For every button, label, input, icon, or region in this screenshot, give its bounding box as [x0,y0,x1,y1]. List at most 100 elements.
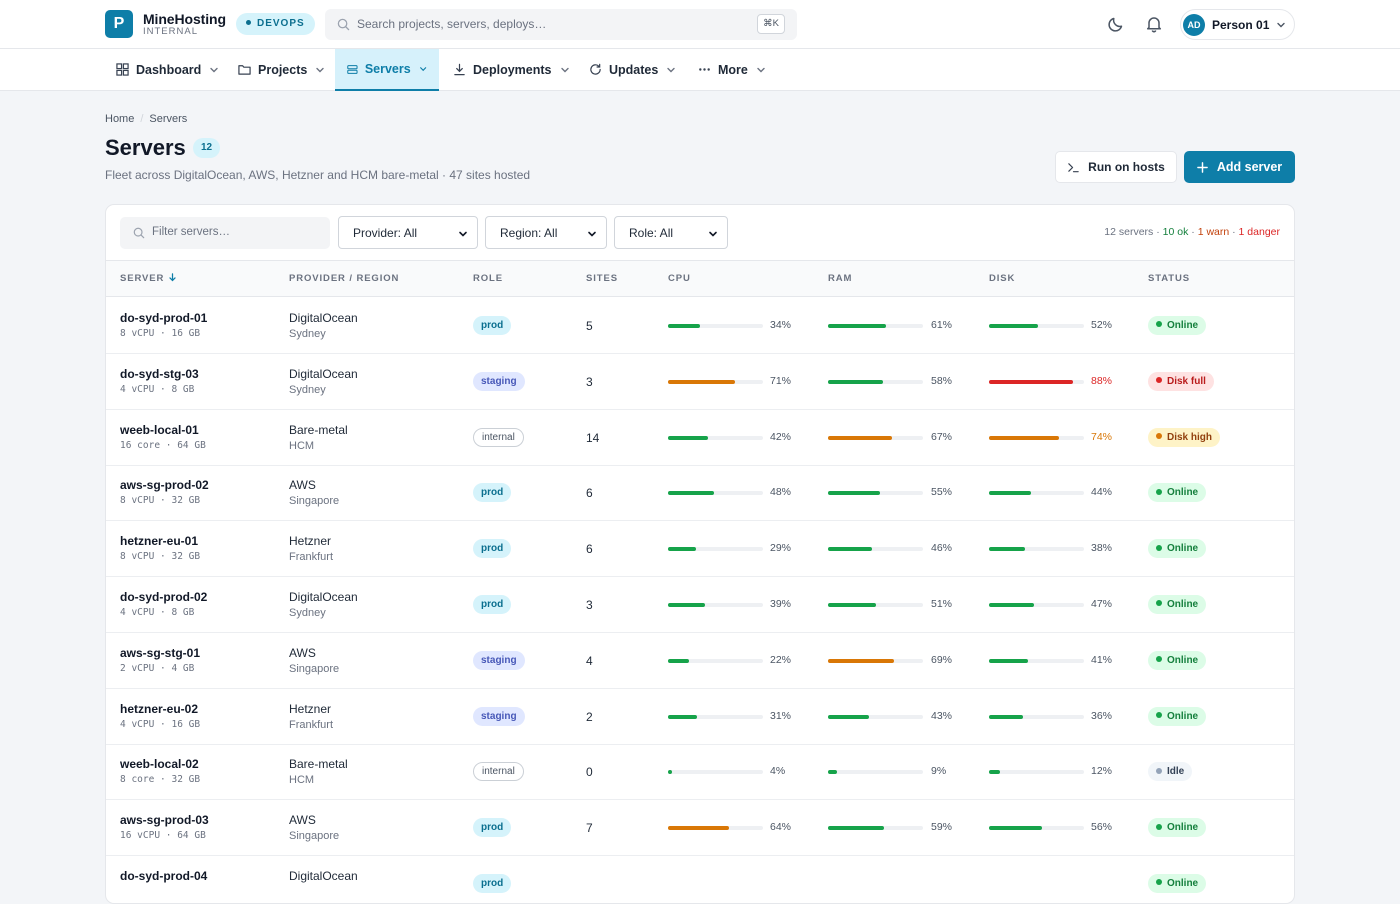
theme-toggle-button[interactable] [1106,14,1126,34]
server-name[interactable]: aws-sg-prod-03 [120,813,209,828]
ram-usage-percent: 61% [931,319,953,331]
server-name[interactable]: aws-sg-stg-01 [120,645,201,660]
provider-select-value: Provider: All [353,226,418,240]
cpu-usage-bar [668,770,763,775]
status-label: Online [1167,654,1199,666]
nav-more[interactable]: More [686,49,778,90]
ram-usage-bar [828,435,923,440]
role-badge: prod [473,539,512,559]
column-header-cpu[interactable]: CPU [668,273,691,284]
table-row[interactable]: aws-sg-prod-03 16 vCPU · 64 GB AWS Singapor… [106,800,1294,857]
ram-usage-percent: 46% [931,542,953,555]
user-menu[interactable]: AD Person 01 [1180,9,1295,40]
server-name[interactable]: do-syd-prod-02 [120,590,208,604]
table-row[interactable]: do-syd-prod-01 8 vCPU · 16 GB DigitalOcean… [106,298,1294,354]
table-row[interactable]: do-syd-prod-02 4 vCPU · 8 GB DigitalOcean S… [106,577,1294,633]
disk-usage-percent: 36% [1091,709,1113,722]
server-spec: 4 vCPU · 8 GB [120,607,195,618]
server-provider: DigitalOcean [289,590,358,604]
status-badge: Disk full [1148,371,1214,391]
disk-usage-percent: 41% [1091,653,1113,666]
server-provider: Hetzner [289,534,332,549]
disk-usage-bar [989,826,1084,831]
role-badge: prod [473,818,512,838]
column-header-status[interactable]: STATUS [1148,273,1190,284]
app-logo[interactable]: P [105,10,133,38]
cpu-usage-percent: 34% [770,319,792,331]
environment-badge: DEVOPS [236,13,315,35]
server-name[interactable]: aws-sg-prod-02 [120,478,209,493]
table-row[interactable]: weeb-local-01 16 core · 64 GB Bare-metal HC… [106,410,1294,466]
add-server-button[interactable]: Add server [1184,151,1295,183]
nav-deployments[interactable]: Deployments [441,49,582,90]
ram-usage-fill [828,435,892,440]
server-name[interactable]: weeb-local-02 [120,757,199,772]
sites-count: 7 [586,821,593,836]
disk-usage-fill [989,379,1073,384]
server-name[interactable]: hetzner-eu-01 [120,534,199,549]
nav-servers[interactable]: Servers [335,49,439,91]
cpu-usage-fill [668,324,701,328]
column-header-disk[interactable]: DISK [989,273,1016,284]
cpu-usage-bar [668,324,763,328]
status-dot-icon [246,19,251,25]
filter-servers-input[interactable]: Filter servers… [120,217,330,249]
global-search[interactable]: Search projects, servers, deploys… ⌘K [325,9,797,40]
server-region: Singapore [289,830,340,843]
server-name[interactable]: hetzner-eu-02 [120,701,199,716]
more-dots-icon [699,68,710,71]
region-select[interactable]: Region: All [485,216,607,249]
cpu-usage-percent: 22% [770,653,792,666]
disk-usage-fill [989,770,1001,775]
server-name[interactable]: do-syd-stg-03 [120,366,199,381]
server-provider: Hetzner [289,701,332,716]
cpu-usage-percent: 48% [770,486,792,499]
region-select-value: Region: All [500,226,558,240]
cpu-usage-percent: 4% [770,765,786,778]
nav-updates[interactable]: Updates [577,49,688,90]
server-spec: 8 core · 32 GB [120,774,201,786]
table-row[interactable]: do-syd-prod-04 DigitalOcean prod Online [106,856,1294,903]
table-row[interactable]: weeb-local-02 8 core · 32 GB Bare-metal HCM… [106,744,1294,801]
nav-label: Projects [258,62,308,77]
ram-usage-bar [828,324,923,328]
table-row[interactable]: aws-sg-stg-01 2 vCPU · 4 GB AWS Singapore st… [106,633,1294,689]
column-header-ram[interactable]: RAM [828,273,853,284]
role-select[interactable]: Role: All [614,216,728,249]
breadcrumb-home-link[interactable]: Home [105,113,135,125]
server-region: HCM [289,439,315,452]
table-row[interactable]: do-syd-stg-03 4 vCPU · 8 GB DigitalOcean Sy… [106,354,1294,410]
server-region: Singapore [289,495,340,508]
server-spec: 2 vCPU · 4 GB [120,662,195,674]
search-icon [133,227,145,239]
server-name[interactable]: weeb-local-01 [120,422,199,437]
disk-usage-fill [989,603,1034,607]
ram-usage-bar [828,547,923,552]
column-header-provider[interactable]: PROVIDER / REGION [289,273,400,284]
filter-placeholder: Filter servers… [152,226,230,238]
table-row[interactable]: hetzner-eu-02 4 vCPU · 16 GB Hetzner Frankf… [106,689,1294,745]
nav-dashboard[interactable]: Dashboard [104,49,231,90]
chevron-down-icon [588,231,596,237]
server-name[interactable]: do-syd-prod-01 [120,311,208,325]
server-name[interactable]: do-syd-prod-04 [120,869,208,883]
ram-usage-fill [828,770,837,775]
run-on-hosts-button[interactable]: Run on hosts [1055,151,1177,183]
table-row[interactable]: aws-sg-prod-02 8 vCPU · 32 GB AWS Singapore… [106,465,1294,522]
cpu-usage-bar [668,658,763,663]
status-label: Online [1167,487,1199,499]
notifications-button[interactable] [1144,14,1164,34]
server-region: Sydney [289,383,326,396]
ram-usage-bar [828,603,923,607]
column-header-sites[interactable]: SITES [586,273,618,284]
table-header: SERVER PROVIDER / REGION ROLE SITES CPU … [106,260,1294,297]
ram-usage-bar [828,826,923,831]
cpu-usage-fill [668,603,706,607]
provider-select[interactable]: Provider: All [338,216,478,249]
column-header-server[interactable]: SERVER [120,273,177,284]
table-row[interactable]: hetzner-eu-01 8 vCPU · 32 GB Hetzner Frankf… [106,521,1294,578]
search-icon [337,18,350,31]
disk-usage-percent: 56% [1091,821,1113,834]
nav-projects[interactable]: Projects [226,49,337,90]
column-header-role[interactable]: ROLE [473,273,503,284]
